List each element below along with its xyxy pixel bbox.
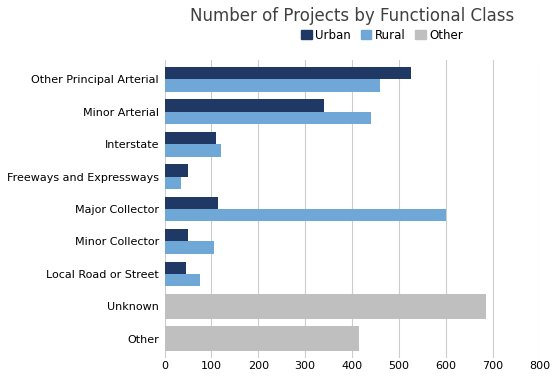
Bar (164, 177, 181, 189)
Bar (164, 144, 221, 156)
Bar (164, 209, 446, 222)
Bar (164, 197, 218, 209)
Bar (164, 132, 216, 144)
Bar (164, 229, 188, 242)
Bar (164, 112, 371, 124)
Bar (164, 164, 188, 177)
Bar (164, 67, 411, 79)
Bar (164, 242, 214, 254)
Bar (164, 262, 185, 274)
Bar (164, 294, 486, 319)
Legend: Urban, Rural, Other: Urban, Rural, Other (296, 24, 467, 46)
Bar (164, 79, 380, 91)
Bar (164, 274, 199, 286)
Title: Number of Projects by Functional Class: Number of Projects by Functional Class (190, 7, 514, 25)
Bar (164, 327, 359, 351)
Bar (164, 99, 324, 112)
